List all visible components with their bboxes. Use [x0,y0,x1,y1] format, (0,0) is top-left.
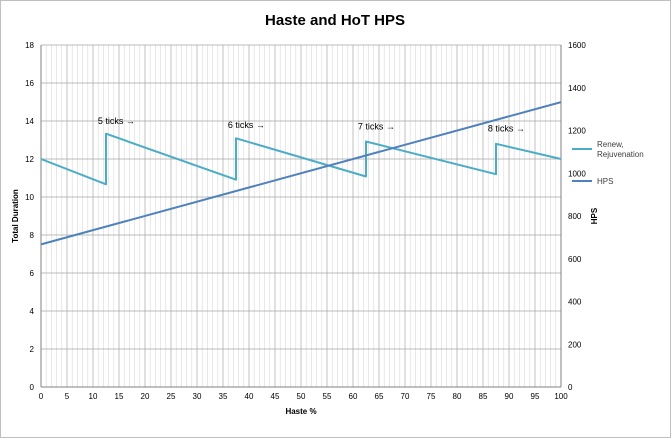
annotation-label: 5 ticks → [98,116,135,126]
x-tick-label: 5 [65,392,70,401]
y-axis-title: Total Duration [11,189,20,243]
series-lines [40,101,562,246]
y-tick-label: 2 [30,345,35,354]
annotation-label: 6 ticks → [228,120,265,130]
x-tick-label: 10 [89,392,98,401]
y-tick-label: 18 [25,41,34,50]
annotation-label: 8 ticks → [488,124,525,134]
y2-tick-label: 600 [568,255,582,264]
x-tick-label: 80 [453,392,462,401]
y-tick-label: 16 [25,79,34,88]
y-tick-label: 6 [30,269,35,278]
x-tick-label: 90 [505,392,514,401]
x-tick-label: 75 [427,392,436,401]
y-tick-label: 12 [25,155,34,164]
x-tick-label: 50 [297,392,306,401]
x-tick-label: 55 [323,392,332,401]
legend: Renew, Rejuvenation HPS [572,140,644,186]
y-tick-label: 14 [25,117,34,126]
x-tick-label: 45 [271,392,280,401]
y2-tick-label: 0 [568,383,573,392]
plot-axes [40,45,562,388]
x-tick-label: 20 [141,392,150,401]
series-line-1 [40,132,562,186]
annotations: 5 ticks → 6 ticks → 7 ticks → 8 ticks → [98,116,525,134]
x-tick-label: 100 [554,392,568,401]
chart-title: Haste and HoT HPS [265,12,405,29]
y2-tick-labels: 0 200 400 600 800 1000 1200 1400 1600 [568,41,586,392]
x-axis-title: Haste % [285,407,316,416]
x-tick-labels: 0 5 10 15 20 25 30 35 40 45 50 55 60 65 70 75 80 85 90 95 10… [39,392,568,401]
legend-label: HPS [597,177,613,186]
y2-tick-label: 400 [568,298,582,307]
annotation-label: 7 ticks → [358,122,395,132]
y2-tick-label: 200 [568,340,582,349]
y2-axis-title: HPS [590,207,599,224]
x-tick-label: 30 [193,392,202,401]
y2-tick-label: 1400 [568,84,586,93]
y-tick-label: 0 [30,383,35,392]
y2-tick-label: 1000 [568,169,586,178]
y-tick-labels: 0 2 4 6 8 10 12 14 16 18 [25,41,34,392]
x-tick-label: 70 [401,392,410,401]
x-tick-label: 65 [375,392,384,401]
y2-tick-label: 800 [568,212,582,221]
legend-label: Renew, Rejuvenation [597,140,644,159]
series-line-2 [40,101,562,246]
x-tick-label: 85 [479,392,488,401]
y-tick-label: 4 [30,307,35,316]
y-tick-label: 10 [25,193,34,202]
y-tick-label: 8 [30,231,35,240]
x-tick-label: 25 [167,392,176,401]
x-tick-label: 60 [349,392,358,401]
x-tick-label: 0 [39,392,44,401]
plot-grid [41,44,562,388]
x-tick-label: 40 [245,392,254,401]
y2-tick-label: 1600 [568,41,586,50]
y2-tick-label: 1200 [568,127,586,136]
x-tick-label: 95 [531,392,540,401]
x-tick-label: 15 [115,392,124,401]
x-tick-label: 35 [219,392,228,401]
